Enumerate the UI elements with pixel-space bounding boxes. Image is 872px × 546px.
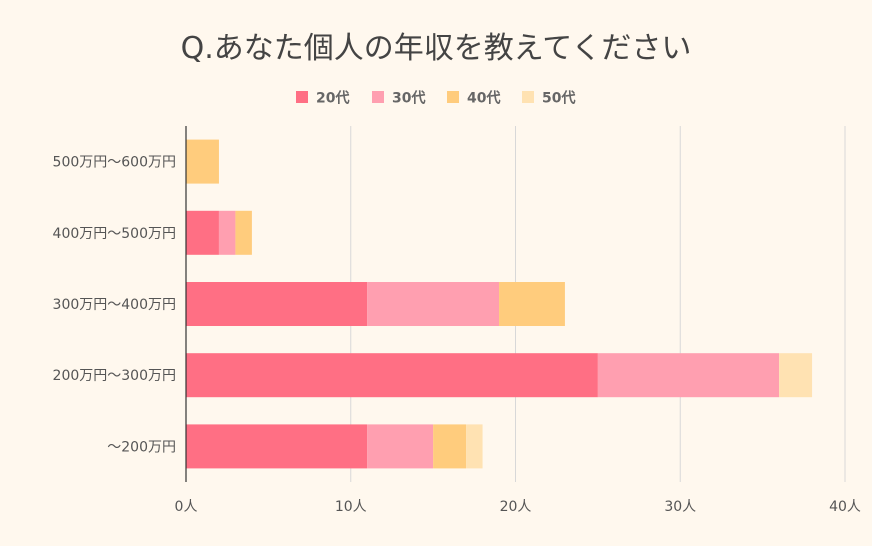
bar-segment	[186, 210, 219, 255]
legend: 20代 30代 40代 50代	[296, 90, 575, 107]
bar-segment	[433, 424, 467, 469]
legend-swatch	[522, 91, 534, 103]
bars	[186, 139, 813, 469]
x-tick-label: 0人	[175, 499, 198, 515]
bar-segment	[218, 210, 236, 255]
legend-label: 40代	[467, 90, 500, 107]
x-tick-label: 10人	[335, 499, 367, 515]
chart-title: Q.あなた個人の年収を教えてください	[181, 31, 692, 66]
bar-segment	[186, 353, 598, 398]
legend-swatch	[296, 91, 308, 103]
legend-label: 20代	[316, 90, 349, 107]
y-tick-label: 200万円〜300万円	[53, 368, 176, 384]
x-tick-label: 30人	[664, 499, 696, 515]
x-tick-label: 40人	[829, 499, 861, 515]
x-axis-labels: 0人 10人 20人 30人 40人	[175, 499, 861, 515]
bar-segment	[186, 424, 368, 469]
x-tick-label: 20人	[500, 499, 532, 515]
bar-segment	[499, 282, 565, 326]
y-tick-label: 300万円〜400万円	[53, 297, 176, 313]
bar-segment	[186, 282, 368, 326]
legend-swatch	[372, 91, 384, 103]
bar-segment	[367, 282, 500, 326]
bar-segment	[367, 424, 434, 469]
legend-swatch	[447, 91, 459, 103]
bar-segment	[186, 139, 219, 184]
y-axis-labels: 500万円〜600万円 400万円〜500万円 300万円〜400万円 200万円〜3…	[53, 155, 176, 456]
legend-label: 50代	[542, 90, 575, 107]
y-tick-label: 〜200万円	[107, 439, 176, 455]
y-tick-label: 500万円〜600万円	[53, 155, 176, 171]
bar-segment	[597, 353, 780, 398]
y-tick-label: 400万円〜500万円	[53, 226, 176, 242]
bar-segment	[235, 210, 252, 255]
legend-label: 30代	[392, 90, 425, 107]
bar-segment	[779, 353, 813, 398]
bar-segment	[466, 424, 483, 469]
